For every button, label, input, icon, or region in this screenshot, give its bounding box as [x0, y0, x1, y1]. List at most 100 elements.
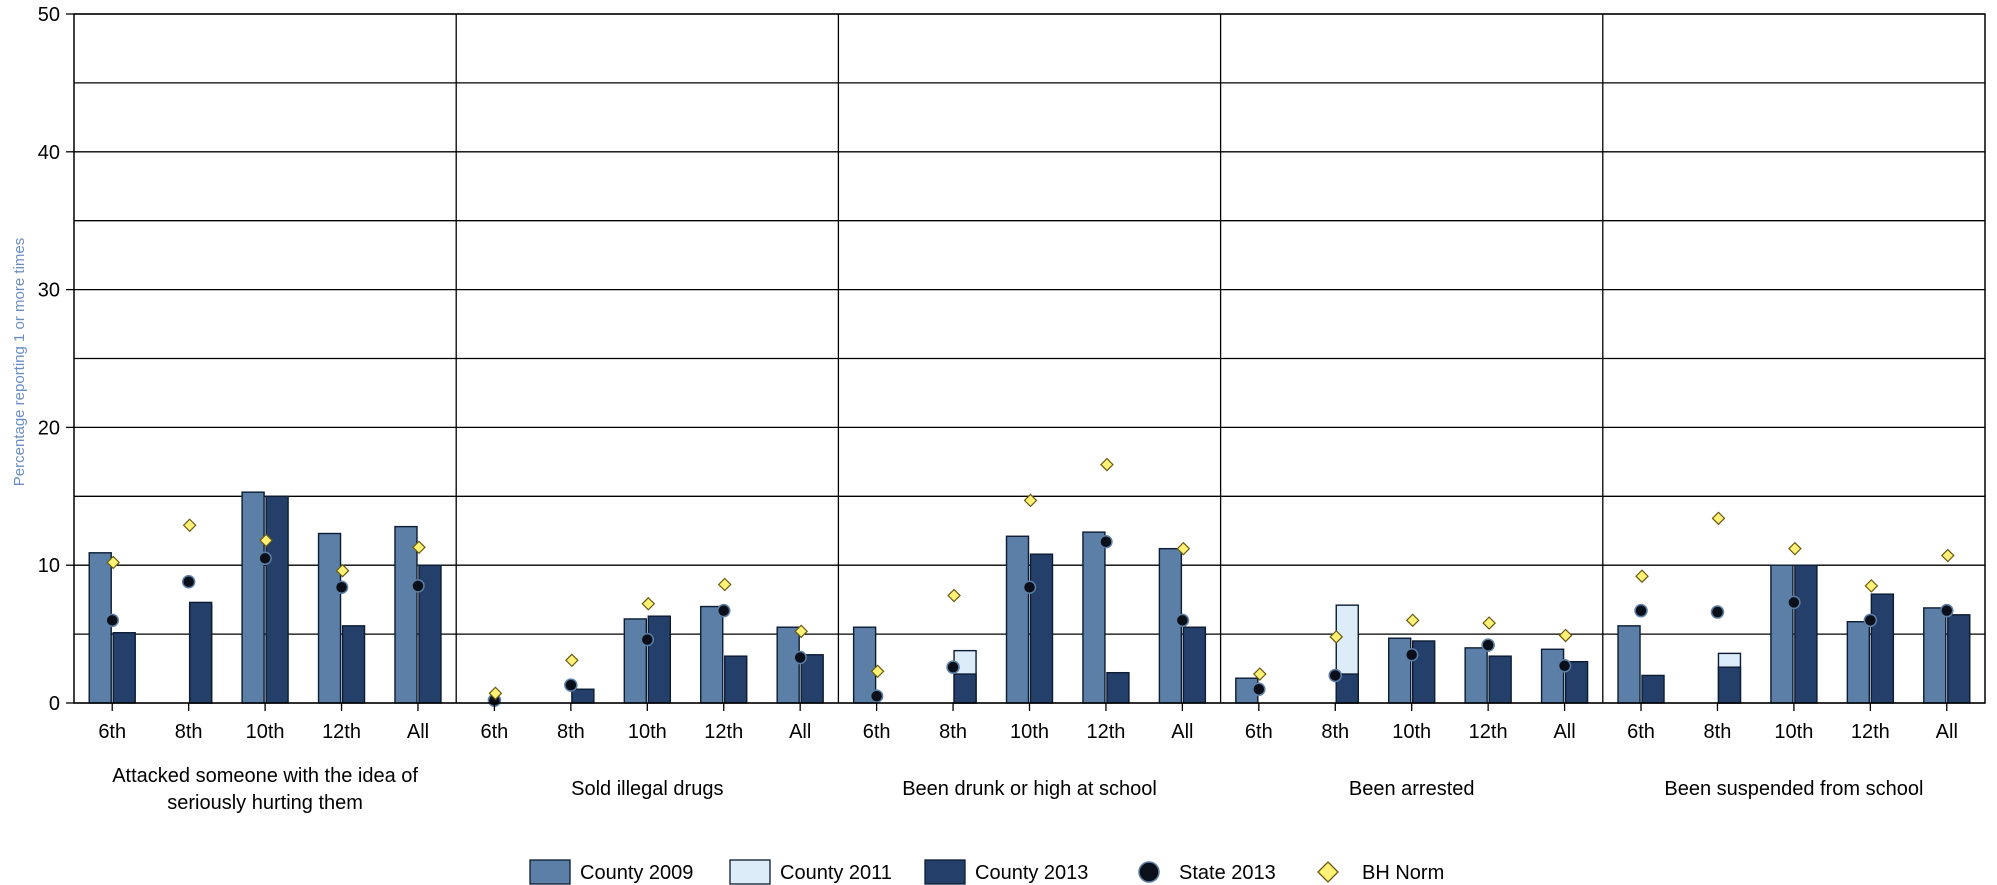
legend-swatch: [529, 859, 571, 885]
state-point: [1557, 659, 1572, 673]
state-point: [793, 650, 807, 665]
bar: [1923, 607, 1947, 704]
bar: [1794, 564, 1818, 704]
bar: [1717, 666, 1742, 704]
x-tick-label: 12th: [1469, 721, 1508, 743]
group-label: Been drunk or high at school: [902, 778, 1157, 800]
norm-point: [488, 686, 503, 701]
x-tick-label: 10th: [1774, 721, 1813, 743]
bar: [88, 552, 112, 704]
bar: [776, 626, 800, 704]
norm-point: [335, 563, 350, 578]
x-tick-label: 8th: [557, 721, 585, 743]
legend-label: State 2013: [1179, 862, 1276, 884]
state-point: [1252, 682, 1266, 696]
bar: [394, 525, 418, 704]
state-point: [1710, 605, 1725, 619]
x-tick-label: 8th: [175, 721, 203, 743]
state-point: [258, 551, 272, 566]
bar: [953, 673, 977, 704]
bar: [317, 532, 342, 704]
legend-label: BH Norm: [1362, 862, 1444, 884]
x-tick-label: 12th: [1851, 721, 1890, 743]
x-tick-label: 10th: [246, 721, 285, 743]
bar: [1029, 553, 1054, 704]
state-point: [564, 678, 578, 692]
x-tick-label: 8th: [1704, 721, 1732, 743]
norm-point: [1711, 511, 1726, 526]
bar: [1540, 648, 1565, 704]
bar: [724, 655, 748, 704]
norm-point: [1252, 667, 1267, 681]
x-tick-label: 12th: [1086, 721, 1125, 743]
bar: [1005, 535, 1030, 704]
x-tick-label: 6th: [1245, 721, 1273, 743]
group-label: Attacked someone with the idea of: [112, 765, 418, 787]
norm-point: [259, 533, 273, 548]
bar: [1770, 564, 1794, 704]
state-point: [1787, 595, 1801, 610]
norm-point: [1176, 541, 1191, 556]
norm-point: [106, 555, 121, 570]
state-point: [1099, 535, 1113, 549]
norm-point: [1635, 569, 1649, 584]
x-tick-label: 6th: [98, 721, 126, 743]
state-point: [1634, 603, 1648, 618]
state-point: [716, 603, 731, 618]
x-tick-label: 6th: [481, 721, 509, 743]
norm-point: [1100, 457, 1114, 472]
state-point: [640, 632, 655, 647]
gridlines: [74, 13, 1985, 704]
bar: [112, 632, 136, 704]
y-tick-label: 30: [38, 280, 60, 302]
bar: [647, 615, 671, 704]
bar: [265, 495, 289, 704]
norm-point: [1788, 541, 1802, 556]
bar: [341, 625, 366, 704]
legend-swatch: [924, 859, 966, 885]
norm-point: [1864, 579, 1879, 593]
legend-swatch: [1317, 861, 1339, 883]
legend-swatch: [729, 859, 771, 885]
x-tick-label: 12th: [322, 721, 361, 743]
norm-point: [717, 577, 732, 592]
x-tick-label: 10th: [1392, 721, 1431, 743]
state-point: [869, 689, 884, 703]
x-tick-label: All: [1553, 721, 1575, 743]
y-tick-label: 10: [38, 555, 60, 577]
x-tick-label: All: [789, 721, 811, 743]
norm-point: [1329, 630, 1344, 644]
y-tick-label: 50: [38, 4, 60, 26]
bar: [1617, 625, 1641, 704]
norm-point: [1405, 613, 1420, 628]
norm-point: [947, 588, 961, 603]
state-point: [1022, 580, 1037, 594]
norm-point: [1558, 628, 1573, 643]
legend: County 2009 County 2011 County 2013 State 2…: [529, 859, 1444, 885]
state-point: [1404, 648, 1419, 662]
y-tick-label: 40: [38, 142, 60, 164]
norm-point: [1940, 548, 1955, 563]
x-tick-label: 12th: [704, 721, 743, 743]
x-tick-label: 8th: [939, 721, 967, 743]
bar: [623, 618, 647, 704]
state-point: [181, 574, 196, 589]
bar: [1082, 531, 1106, 704]
bar: [1158, 547, 1183, 704]
x-tick-label: 10th: [628, 721, 667, 743]
x-tick-label: All: [1936, 721, 1958, 743]
norm-point: [565, 653, 579, 668]
legend-label: County 2013: [975, 862, 1088, 884]
y-tick-label: 20: [38, 417, 60, 439]
state-point: [105, 613, 119, 628]
norm-point: [794, 624, 809, 639]
bar: [241, 491, 265, 704]
legend-label: County 2011: [780, 862, 892, 884]
group-label: Sold illegal drugs: [571, 778, 723, 800]
bar: [1947, 614, 1971, 704]
state-point: [411, 579, 425, 593]
norm-point: [1023, 493, 1038, 508]
x-tick-label: 6th: [1627, 721, 1655, 743]
axis-labels: 0 10 20 30 40 50 6th 8th 10th 12th All Attacked som…: [38, 4, 1958, 814]
